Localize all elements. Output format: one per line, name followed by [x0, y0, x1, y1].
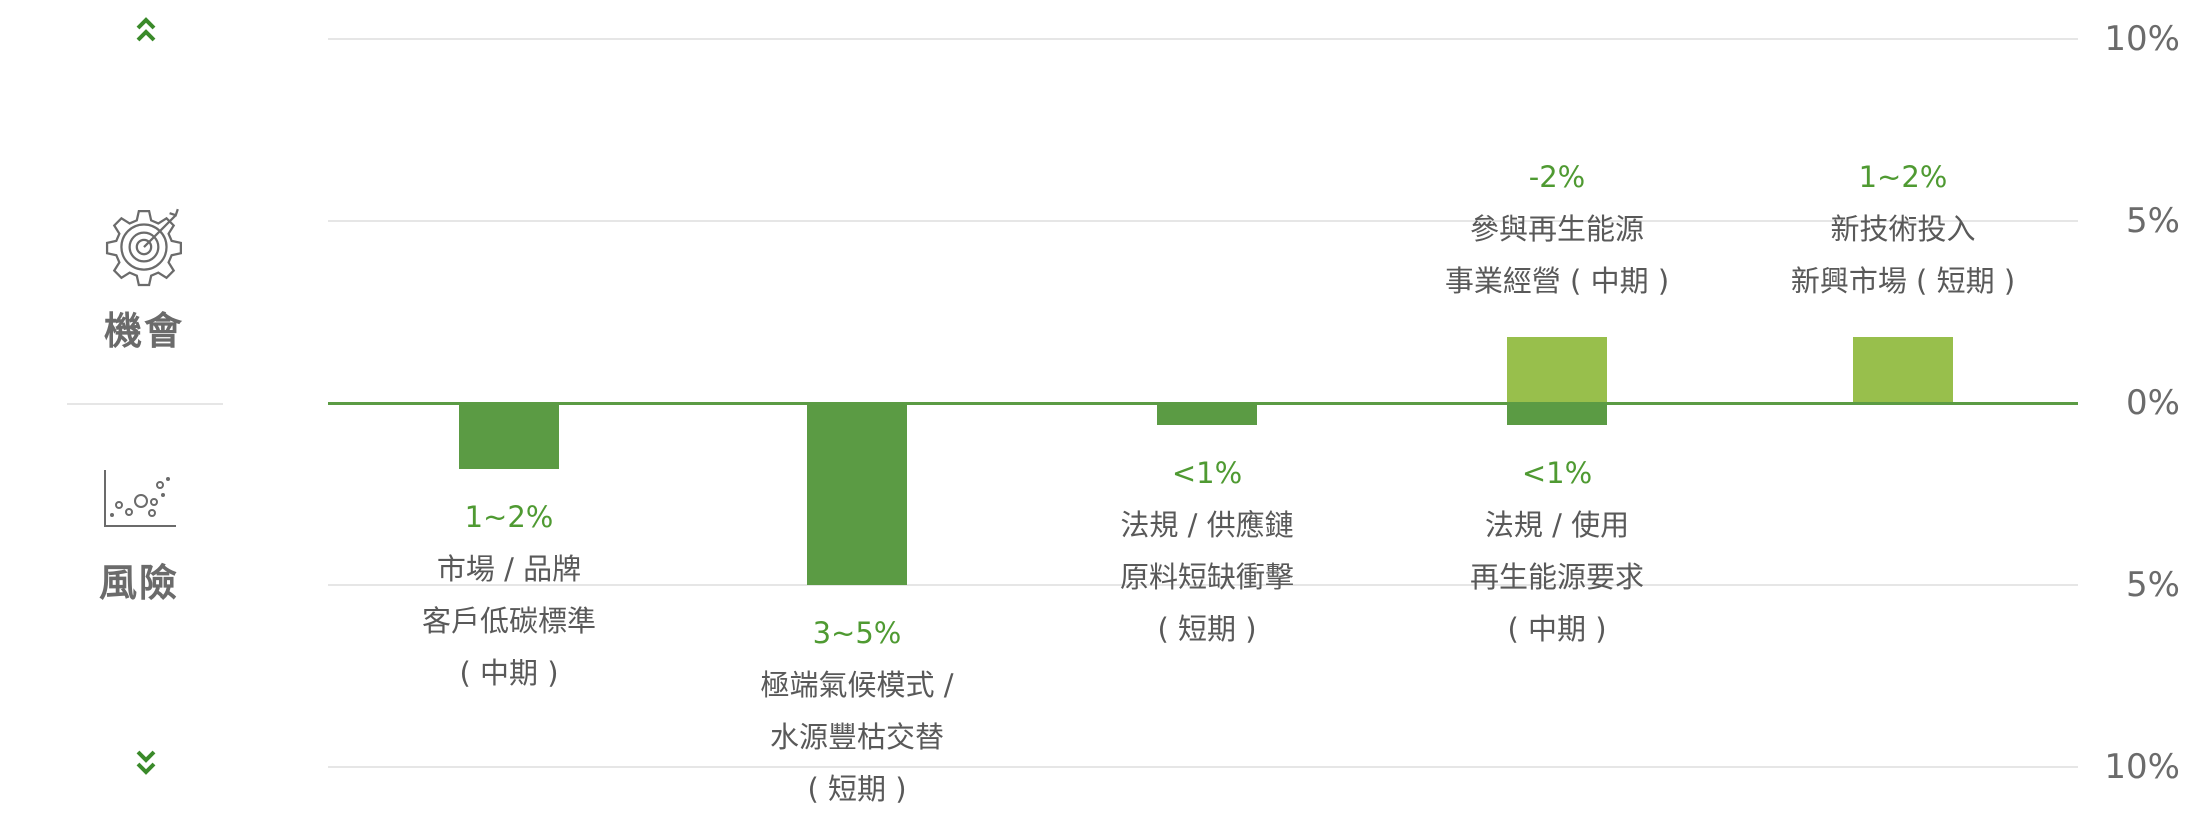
risk-bar	[807, 403, 907, 585]
value-label: 1~2%	[1858, 160, 1948, 195]
risk-bar	[1507, 403, 1607, 425]
value-label: 3~5%	[812, 616, 902, 650]
category-label-line: ( 中期 )	[459, 655, 559, 690]
risk-label: 風險	[98, 561, 179, 605]
category-label-line: 新興市場 ( 短期 )	[1790, 264, 2016, 299]
category-label-line: 新技術投入	[1830, 212, 1976, 247]
category-label-line: 市場 / 品牌	[436, 551, 582, 586]
risk-bar	[1157, 403, 1257, 425]
y-tick-label: 10%	[2104, 747, 2180, 787]
category-label-line: ( 短期 )	[1157, 611, 1257, 646]
risk-label: <1% 法規 / 使用 再生能源要求 ( 中期 )	[1377, 447, 1737, 655]
opportunity-label: 機會	[103, 309, 184, 353]
risk-bar	[459, 403, 559, 469]
category-label-line: 水源豐枯交替	[769, 720, 944, 754]
category-label-line: 再生能源要求	[1469, 559, 1644, 594]
opportunity-label: -2% 參與再生能源 事業經營 ( 中期 )	[1377, 151, 1737, 307]
category-label-line: ( 中期 )	[1507, 611, 1607, 646]
y-tick-label: 5%	[2126, 201, 2180, 241]
double-chevron-down-icon[interactable]	[126, 742, 166, 782]
opportunity-label: 1~2% 新技術投入新興市場 ( 短期 )	[1723, 151, 2083, 307]
zero-axis-line	[328, 402, 2078, 405]
scatter-plot-icon	[104, 470, 176, 527]
gridline	[328, 38, 2078, 40]
category-label-line: 極端氣候模式 /	[760, 668, 954, 702]
category-label-line: 客戶低碳標準	[421, 603, 596, 638]
category-label-line: ( 短期 )	[807, 772, 907, 806]
y-tick-label: 10%	[2104, 19, 2180, 59]
opportunity-bar	[1853, 337, 1953, 403]
y-tick-label: 5%	[2126, 565, 2180, 605]
value-label: -2%	[1528, 160, 1586, 195]
gear-target-icon	[105, 208, 183, 287]
risk-label: 3~5% 極端氣候模式 / 水源豐枯交替 ( 短期 )	[677, 607, 1037, 815]
gridline	[328, 584, 2078, 586]
category-label-line: 法規 / 供應鏈	[1120, 507, 1294, 542]
category-label-line: 事業經營 ( 中期 )	[1444, 264, 1670, 299]
gridline	[328, 766, 2078, 768]
gridline	[328, 220, 2078, 222]
opportunity-bar	[1507, 337, 1607, 403]
sidebar-divider	[67, 403, 223, 405]
risk-label: <1% 法規 / 供應鏈 原料短缺衝擊 ( 短期 )	[1027, 447, 1387, 655]
y-tick-label: 0%	[2126, 383, 2180, 423]
category-label-line: 參與再生能源	[1469, 212, 1644, 247]
value-label: <1%	[1171, 455, 1243, 490]
value-label: 1~2%	[464, 499, 554, 534]
value-label: <1%	[1521, 455, 1593, 490]
category-label-line: 原料短缺衝擊	[1119, 559, 1294, 594]
category-label-line: 法規 / 使用	[1484, 507, 1630, 542]
risk-label: 1~2% 市場 / 品牌 客戶低碳標準 ( 中期 )	[329, 491, 689, 699]
double-chevron-up-icon[interactable]	[126, 10, 166, 50]
